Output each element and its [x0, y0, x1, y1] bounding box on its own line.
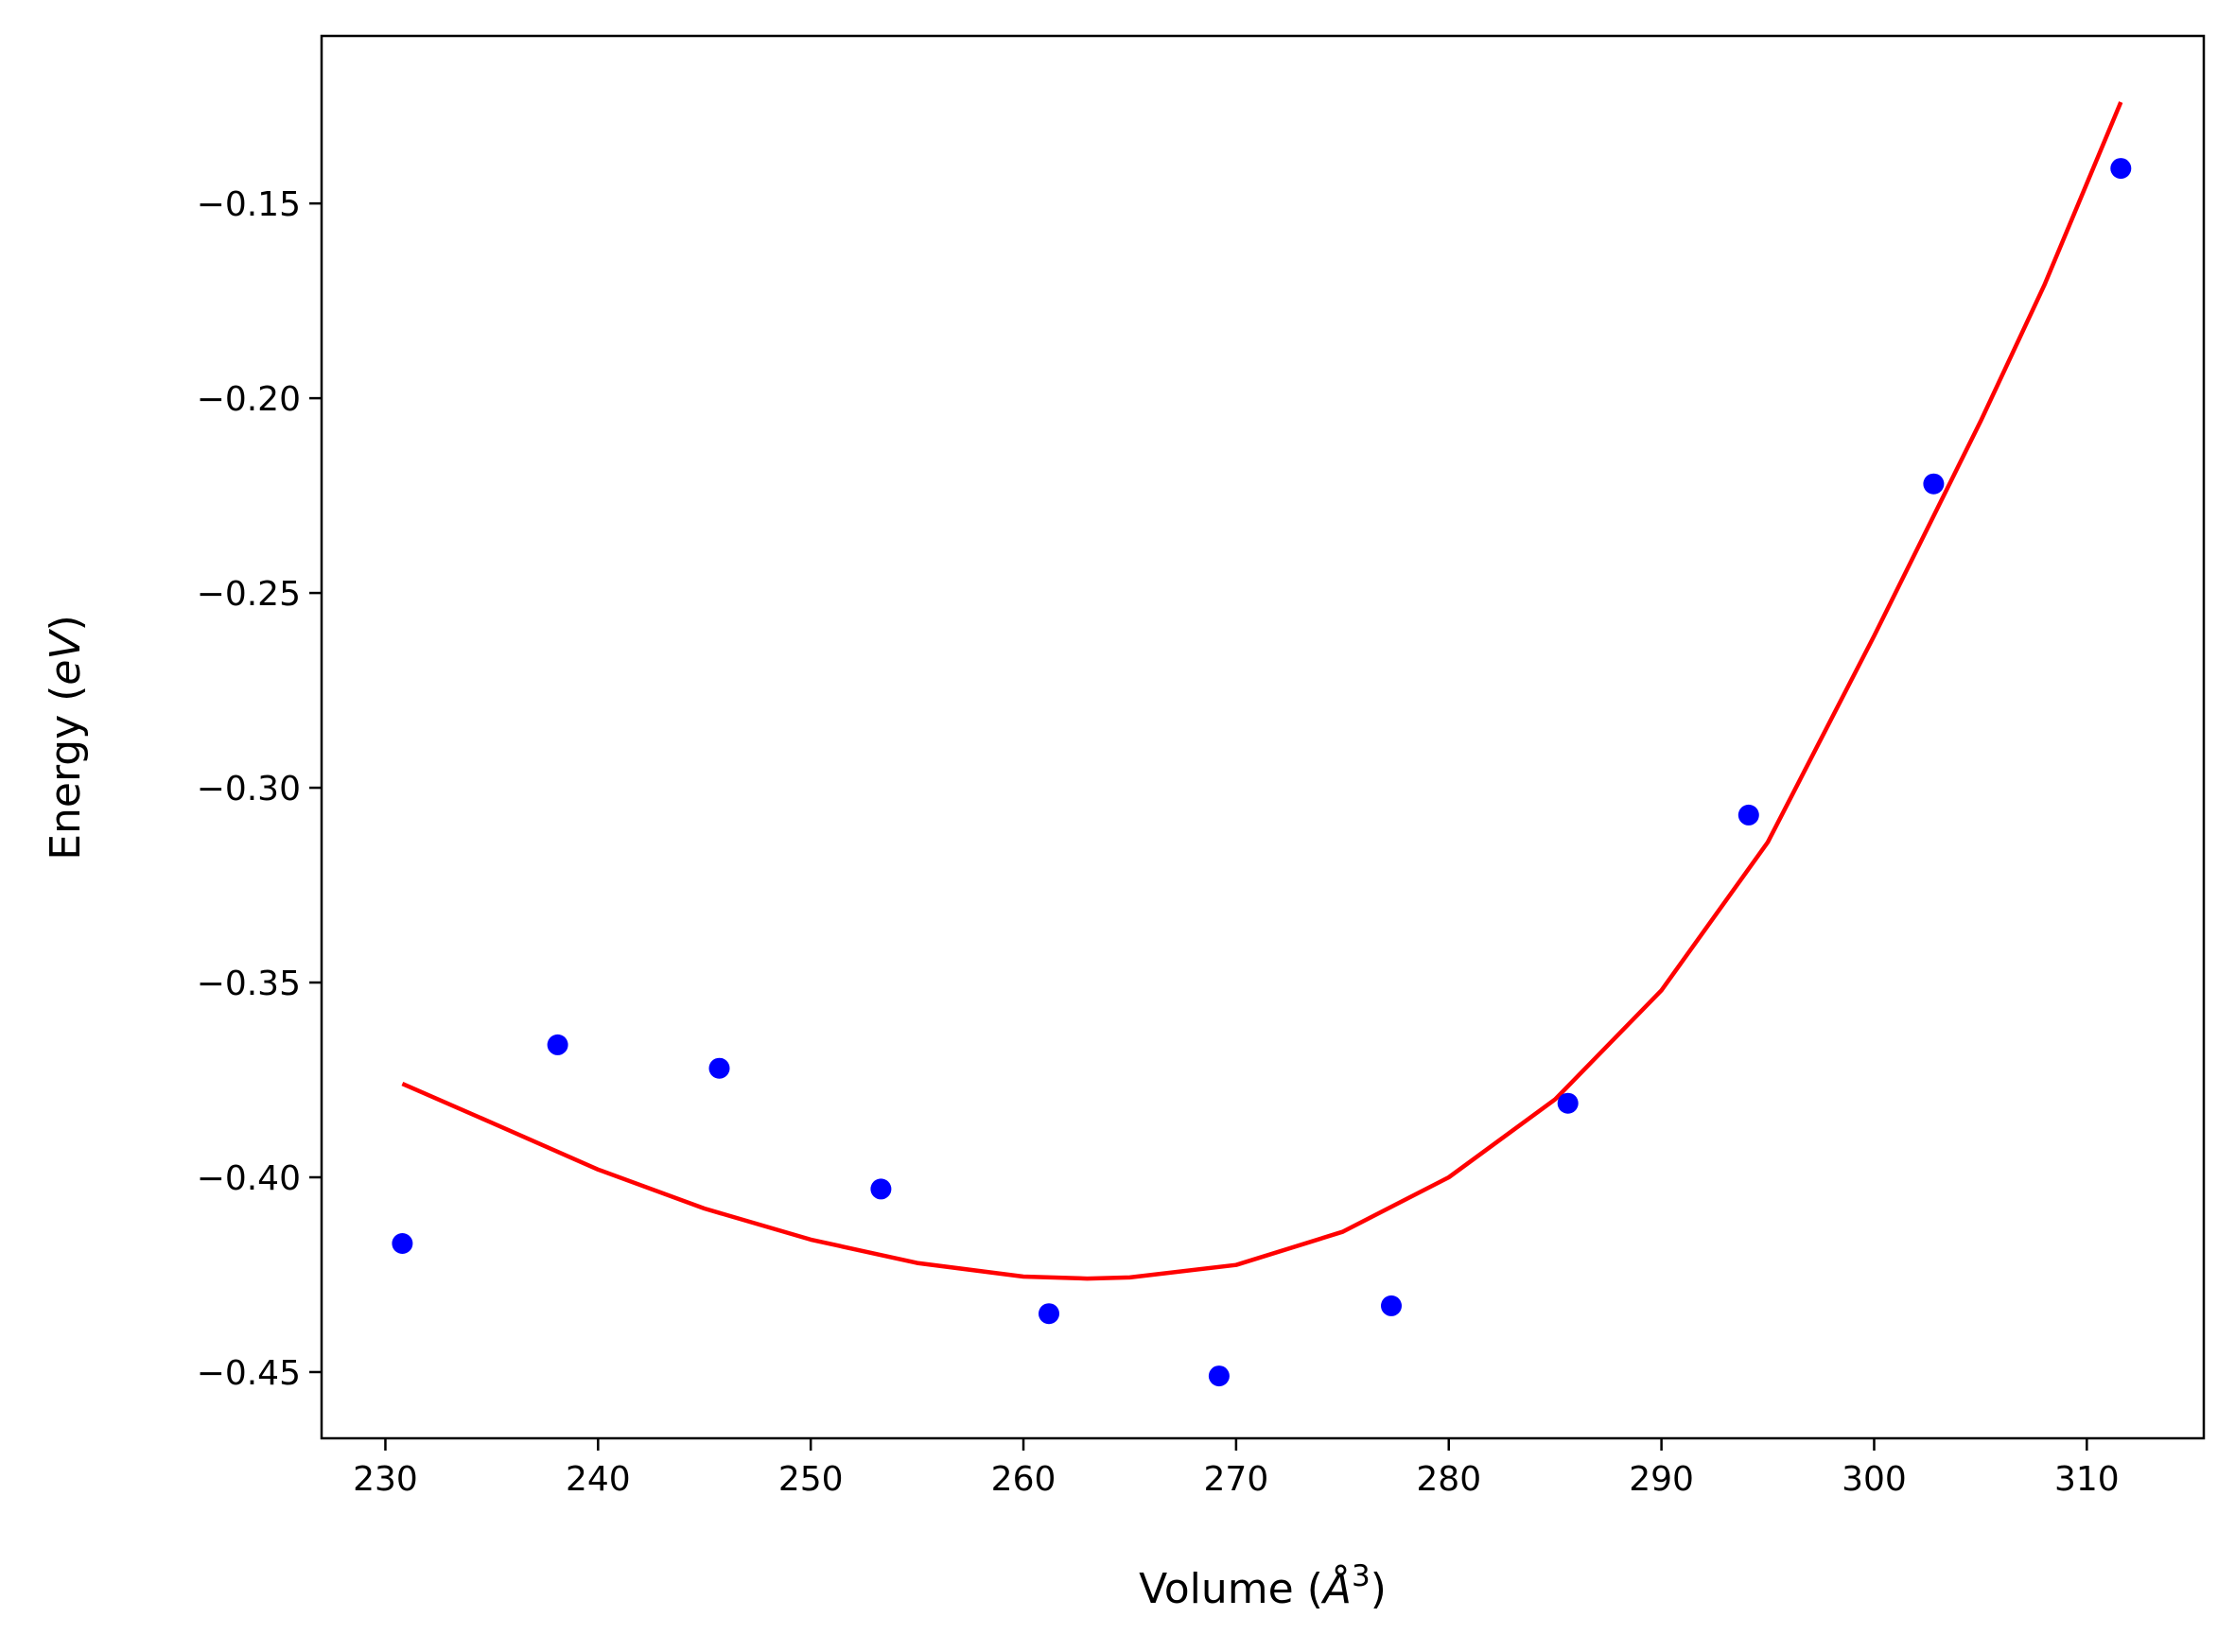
y-tick-label: −0.45 — [197, 1354, 301, 1393]
x-tick-label: 290 — [1629, 1460, 1694, 1499]
data-point — [547, 1034, 568, 1055]
y-tick-label: −0.40 — [197, 1159, 301, 1198]
fit-curve — [401, 101, 2123, 1281]
x-tick-label: 230 — [353, 1460, 418, 1499]
y-tick-label: −0.15 — [197, 185, 301, 224]
data-point — [708, 1057, 730, 1079]
x-tick-label: 250 — [778, 1460, 844, 1499]
x-tick-label: 310 — [2054, 1460, 2120, 1499]
x-tick-label: 260 — [991, 1460, 1056, 1499]
data-point — [1737, 804, 1759, 826]
x-tick-label: 300 — [1842, 1460, 1907, 1499]
data-point — [1923, 473, 1945, 495]
x-axis: 230 240 250 260 270 280 290 300 310 — [353, 1438, 2120, 1499]
data-point — [1039, 1303, 1059, 1325]
y-axis: −0.45 −0.40 −0.35 −0.30 −0.25 −0.20 −0.15 — [197, 185, 322, 1393]
y-tick-label: −0.30 — [197, 770, 301, 809]
plot-area — [392, 101, 2132, 1387]
y-tick-label: −0.20 — [197, 380, 301, 419]
y-tick-label: −0.35 — [197, 965, 301, 1003]
data-point — [392, 1233, 413, 1254]
x-axis-label: Volume (Å3) — [1139, 1559, 1387, 1613]
y-tick-label: −0.25 — [197, 575, 301, 614]
data-point — [2110, 158, 2132, 180]
x-tick-label: 270 — [1204, 1460, 1269, 1499]
plot-frame — [320, 34, 2206, 1440]
data-point — [1208, 1365, 1230, 1387]
x-tick-label: 280 — [1416, 1460, 1481, 1499]
data-point — [1557, 1092, 1579, 1114]
y-axis-label: Energy (eV) — [42, 615, 90, 861]
x-tick-label: 240 — [566, 1460, 631, 1499]
data-point — [1381, 1295, 1402, 1316]
data-point — [870, 1178, 892, 1200]
